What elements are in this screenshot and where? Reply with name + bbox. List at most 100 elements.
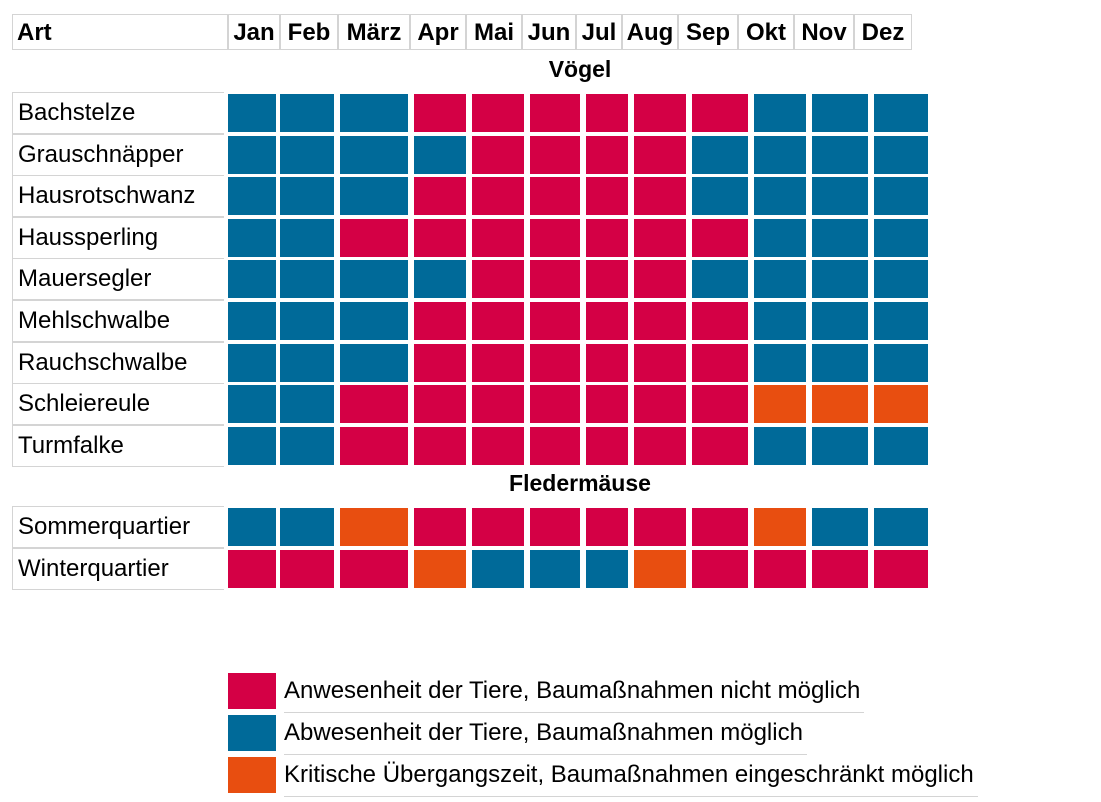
heatmap-cell bbox=[754, 550, 806, 588]
heatmap-cell bbox=[530, 385, 580, 423]
heatmap-cell bbox=[692, 508, 748, 546]
heatmap-cell bbox=[754, 94, 806, 132]
heatmap-cell bbox=[340, 219, 408, 257]
heatmap-cell bbox=[874, 94, 928, 132]
species-label: Sommerquartier bbox=[12, 506, 224, 548]
heatmap-cell bbox=[414, 344, 466, 382]
heatmap-cell bbox=[228, 136, 276, 174]
heatmap-cell bbox=[530, 136, 580, 174]
month-header: Apr bbox=[410, 14, 466, 50]
heatmap-cell bbox=[280, 302, 334, 340]
heatmap-cell bbox=[280, 427, 334, 465]
heatmap-cell bbox=[280, 219, 334, 257]
heatmap-cell bbox=[634, 94, 686, 132]
heatmap-cell bbox=[692, 302, 748, 340]
heatmap-cell bbox=[874, 302, 928, 340]
species-label: Mauersegler bbox=[12, 258, 224, 300]
month-header: Sep bbox=[678, 14, 738, 50]
heatmap-cell bbox=[340, 302, 408, 340]
species-row: Sommerquartier bbox=[12, 506, 928, 548]
heatmap-cell bbox=[414, 385, 466, 423]
heatmap-cell bbox=[586, 94, 628, 132]
legend-label: Anwesenheit der Tiere, Baumaßnahmen nich… bbox=[284, 670, 865, 713]
heatmap-cell bbox=[692, 385, 748, 423]
heatmap-cell bbox=[812, 219, 868, 257]
legend-swatch bbox=[228, 715, 276, 751]
heatmap-cell bbox=[874, 344, 928, 382]
heatmap-cell bbox=[586, 177, 628, 215]
heatmap-cell bbox=[812, 385, 868, 423]
heatmap-cell bbox=[754, 508, 806, 546]
heatmap-cell bbox=[754, 177, 806, 215]
heatmap-cell bbox=[874, 550, 928, 588]
heatmap-cell bbox=[634, 550, 686, 588]
species-row: Mauersegler bbox=[12, 258, 928, 300]
heatmap-cell bbox=[340, 344, 408, 382]
heatmap-cell bbox=[812, 260, 868, 298]
heatmap-cell bbox=[414, 427, 466, 465]
species-label: Mehlschwalbe bbox=[12, 300, 224, 342]
heatmap-cell bbox=[812, 136, 868, 174]
heatmap-cell bbox=[530, 550, 580, 588]
heatmap-cell bbox=[280, 260, 334, 298]
heatmap-cell bbox=[340, 260, 408, 298]
heatmap-cell bbox=[340, 136, 408, 174]
legend-swatch bbox=[228, 673, 276, 709]
heatmap-cell bbox=[754, 260, 806, 298]
heatmap-cell bbox=[472, 427, 524, 465]
month-header: Mai bbox=[466, 14, 522, 50]
species-label: Haussperling bbox=[12, 217, 224, 259]
heatmap-cell bbox=[812, 344, 868, 382]
heatmap-cell bbox=[228, 550, 276, 588]
heatmap-cell bbox=[280, 385, 334, 423]
heatmap-cell bbox=[228, 427, 276, 465]
heatmap-cell bbox=[754, 219, 806, 257]
heatmap-cell bbox=[692, 94, 748, 132]
species-row: Hausrotschwanz bbox=[12, 175, 928, 217]
heatmap-cell bbox=[692, 219, 748, 257]
heatmap-cell bbox=[586, 508, 628, 546]
heatmap-cell bbox=[414, 136, 466, 174]
heatmap-cell bbox=[812, 177, 868, 215]
heatmap-cell bbox=[472, 385, 524, 423]
heatmap-cell bbox=[340, 427, 408, 465]
heatmap-cell bbox=[754, 427, 806, 465]
heatmap-cell bbox=[414, 550, 466, 588]
heatmap-cell bbox=[472, 344, 524, 382]
heatmap-cell bbox=[228, 260, 276, 298]
heatmap-cell bbox=[340, 385, 408, 423]
heatmap-cell bbox=[634, 385, 686, 423]
heatmap-cell bbox=[530, 508, 580, 546]
month-header: Jun bbox=[522, 14, 576, 50]
heatmap-cell bbox=[634, 219, 686, 257]
heatmap-cell bbox=[228, 385, 276, 423]
heatmap-cell bbox=[472, 177, 524, 215]
heatmap-cell bbox=[634, 260, 686, 298]
month-header: Jul bbox=[576, 14, 622, 50]
species-row: Turmfalke bbox=[12, 425, 928, 467]
species-label: Grauschnäpper bbox=[12, 134, 224, 176]
heatmap-cell bbox=[692, 344, 748, 382]
heatmap-cell bbox=[414, 508, 466, 546]
heatmap-cell bbox=[280, 550, 334, 588]
heatmap-cell bbox=[754, 344, 806, 382]
heatmap-cell bbox=[228, 508, 276, 546]
heatmap-cell bbox=[414, 302, 466, 340]
legend-label: Kritische Übergangszeit, Baumaßnahmen ei… bbox=[284, 754, 978, 797]
heatmap-cell bbox=[874, 219, 928, 257]
heatmap-cell bbox=[530, 427, 580, 465]
heatmap-cell bbox=[812, 508, 868, 546]
species-row: Haussperling bbox=[12, 217, 928, 259]
heatmap-cell bbox=[634, 302, 686, 340]
heatmap-cell bbox=[874, 508, 928, 546]
species-label: Turmfalke bbox=[12, 425, 224, 467]
heatmap-cell bbox=[472, 136, 524, 174]
legend-swatch bbox=[228, 757, 276, 793]
heatmap-cell bbox=[472, 94, 524, 132]
heatmap-cell bbox=[692, 177, 748, 215]
heatmap-cell bbox=[812, 427, 868, 465]
heatmap-cell bbox=[530, 302, 580, 340]
heatmap-cell bbox=[812, 550, 868, 588]
heatmap-cell bbox=[634, 427, 686, 465]
heatmap-cell bbox=[280, 136, 334, 174]
